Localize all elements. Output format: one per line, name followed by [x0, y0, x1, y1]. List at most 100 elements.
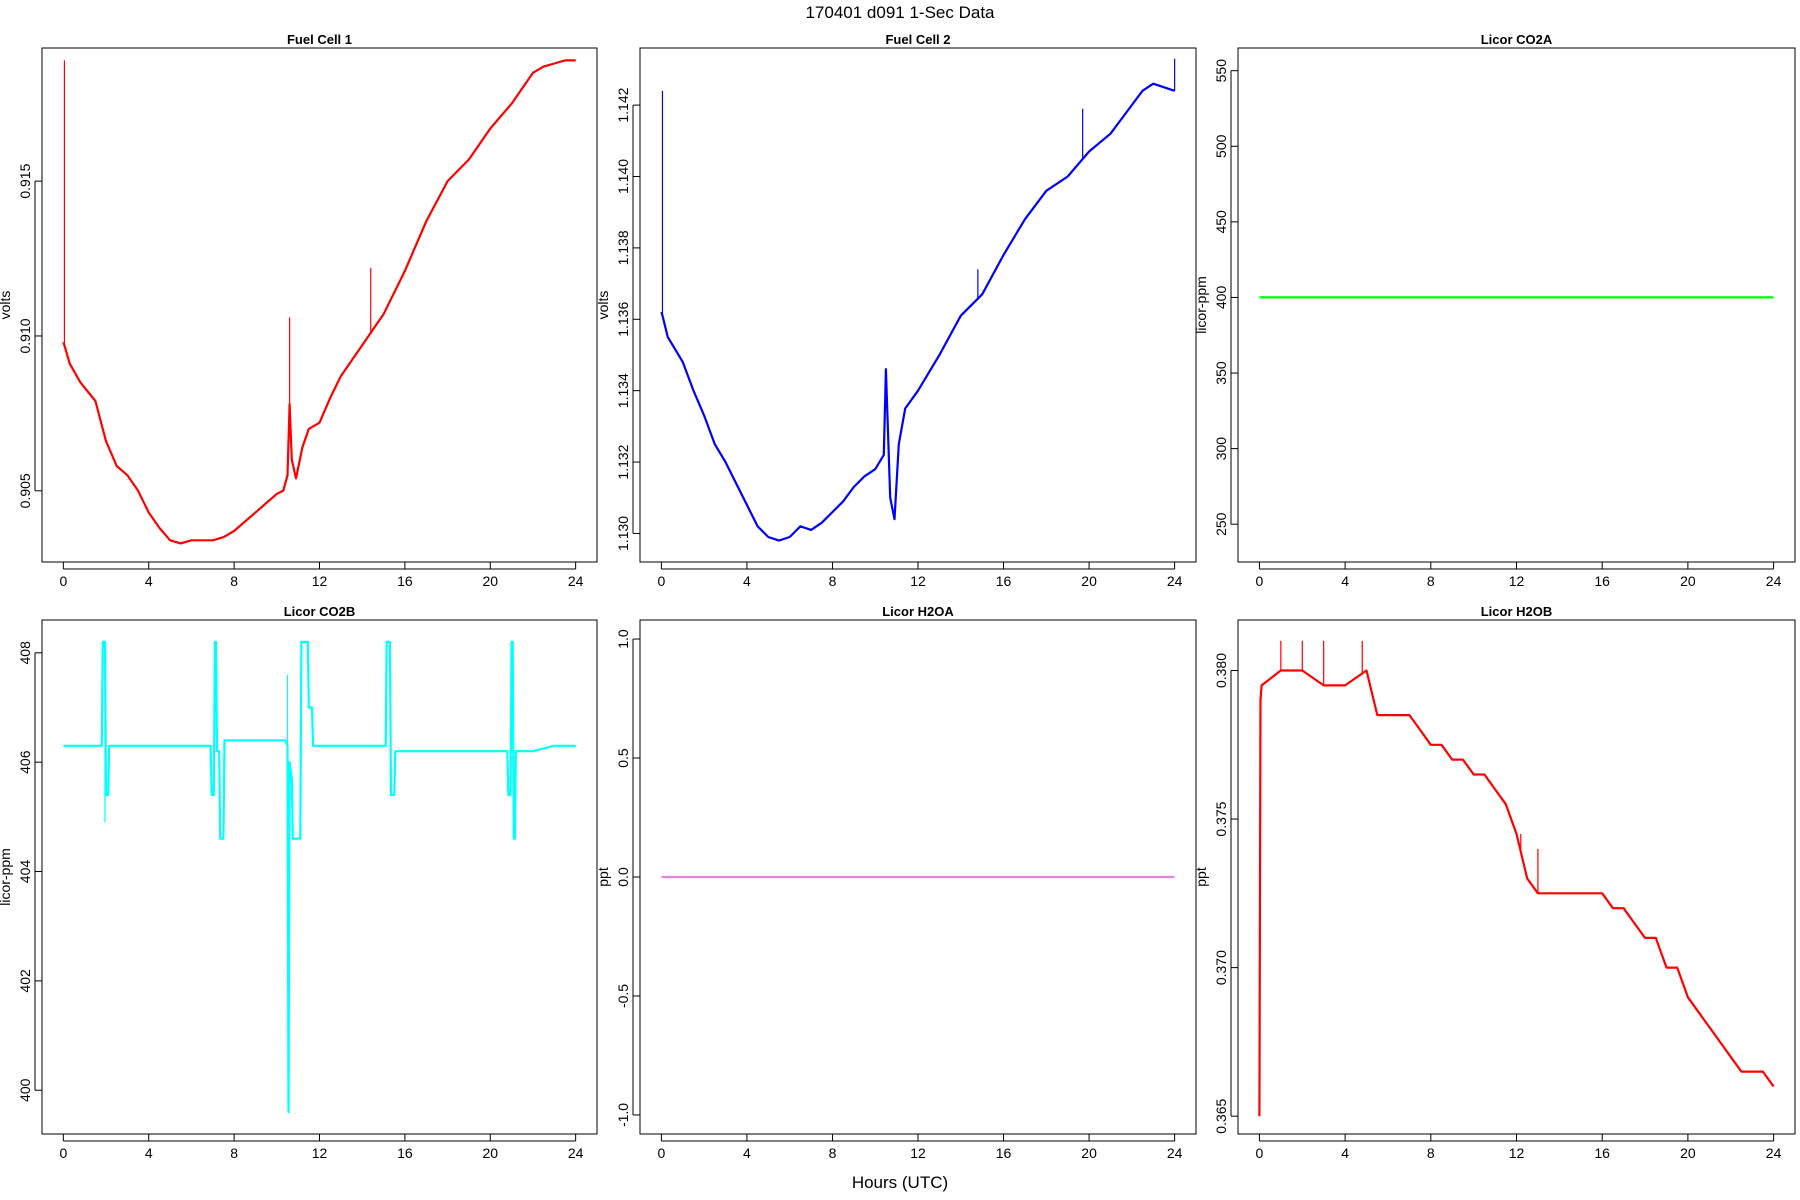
y-tick-label: 402: [17, 969, 33, 993]
x-tick-label: 16: [1594, 1145, 1610, 1161]
panel-title: Licor H2OB: [1481, 604, 1553, 619]
chart-panel-5: Licor H2OA 0 4 8 12 16 20 24 -1.0 -0.5 0.0 0.5 1.0 pp…: [595, 604, 1197, 1161]
x-tick-label: 16: [397, 1145, 413, 1161]
y-tick-label: 400: [1213, 286, 1229, 310]
x-tick-label: 4: [743, 1145, 751, 1161]
x-tick-label: 20: [1081, 1145, 1097, 1161]
series-line-1: [1258, 669, 1775, 1117]
y-tick-label: 1.132: [615, 444, 631, 479]
y-tick-label: 0.915: [17, 163, 33, 198]
y-tick-label: 1.136: [615, 302, 631, 337]
chart-panel-2: Fuel Cell 2 0 4 8 12 16 20 24 1.130 1.132 1.134 1.1…: [595, 32, 1197, 589]
y-tick-label: 408: [17, 641, 33, 665]
series-line-1: [63, 640, 576, 1114]
y-tick-label: 404: [17, 860, 33, 884]
x-tick-label: 24: [1766, 1145, 1782, 1161]
x-tick-label: 12: [312, 573, 328, 589]
y-tick-label: 350: [1213, 361, 1229, 385]
x-tick-label: 24: [1766, 573, 1782, 589]
x-tick-label: 16: [996, 573, 1012, 589]
x-tick-label: 20: [1680, 573, 1696, 589]
y-tick-label: 0.0: [615, 867, 631, 887]
x-tick-label: 8: [1427, 573, 1435, 589]
x-tick-label: 0: [1256, 573, 1264, 589]
y-tick-label: 500: [1213, 134, 1229, 158]
y-tick-label: 0.905: [17, 473, 33, 508]
panel-title: Licor H2OA: [882, 604, 954, 619]
chart-panel-3: Licor CO2A 0 4 8 12 16 20 24 250 300 350 400 450 500 5…: [1193, 32, 1796, 589]
y-tick-label: -0.5: [615, 984, 631, 1008]
x-tick-label: 16: [1594, 573, 1610, 589]
x-tick-label: 0: [657, 1145, 665, 1161]
figure-title: 170401 d091 1-Sec Data: [805, 3, 995, 22]
y-tick-label: -1.0: [615, 1103, 631, 1127]
x-tick-label: 12: [910, 573, 926, 589]
y-tick-label: 0.365: [1213, 1098, 1229, 1133]
plot-frame: [1237, 619, 1796, 1135]
y-tick-label: 300: [1213, 437, 1229, 461]
x-tick-label: 16: [397, 573, 413, 589]
x-tick-label: 8: [829, 1145, 837, 1161]
x-tick-label: 8: [230, 1145, 238, 1161]
x-tick-label: 0: [59, 573, 67, 589]
x-tick-label: 24: [1167, 1145, 1183, 1161]
x-tick-label: 0: [1256, 1145, 1264, 1161]
series-line-1: [660, 82, 1175, 542]
x-tick-label: 4: [1341, 573, 1349, 589]
y-tick-label: 1.134: [615, 373, 631, 408]
y-tick-label: 1.130: [615, 516, 631, 551]
y-tick-label: 1.140: [615, 159, 631, 194]
y-tick-label: 0.910: [17, 318, 33, 353]
x-tick-label: 24: [1167, 573, 1183, 589]
y-axis-label: ppt: [595, 867, 611, 887]
x-tick-label: 12: [312, 1145, 328, 1161]
chart-panel-6: Licor H2OB 0 4 8 12 16 20 24 0.365 0.370 0.375 0.38…: [1193, 604, 1796, 1161]
y-tick-label: 0.370: [1213, 950, 1229, 985]
y-tick-label: 406: [17, 750, 33, 774]
panel-title: Fuel Cell 2: [885, 32, 950, 47]
panel-title: Fuel Cell 1: [287, 32, 352, 47]
y-axis-label: ppt: [1193, 867, 1209, 887]
x-tick-label: 8: [829, 573, 837, 589]
x-tick-label: 20: [482, 573, 498, 589]
x-tick-label: 0: [59, 1145, 67, 1161]
figure-x-axis-label: Hours (UTC): [852, 1173, 948, 1192]
x-tick-label: 0: [657, 573, 665, 589]
x-tick-label: 4: [145, 573, 153, 589]
y-axis-label: licor-ppm: [0, 848, 13, 906]
x-tick-label: 12: [1509, 1145, 1525, 1161]
chart-panel-4: Licor CO2B 0 4 8 12 16 20 24 400 402 404 406 408 lico…: [0, 604, 598, 1161]
x-tick-label: 20: [1680, 1145, 1696, 1161]
x-tick-label: 8: [230, 573, 238, 589]
x-tick-label: 20: [482, 1145, 498, 1161]
x-tick-label: 24: [568, 1145, 584, 1161]
y-tick-label: 1.0: [615, 629, 631, 649]
y-axis-label: volts: [0, 291, 13, 320]
x-tick-label: 8: [1427, 1145, 1435, 1161]
y-tick-label: 400: [17, 1078, 33, 1102]
x-tick-label: 24: [568, 573, 584, 589]
y-axis-label: licor-ppm: [1193, 276, 1209, 334]
y-tick-label: 0.380: [1213, 653, 1229, 688]
y-axis-label: volts: [595, 291, 611, 320]
x-tick-label: 16: [996, 1145, 1012, 1161]
plot-frame: [1237, 47, 1796, 563]
x-tick-label: 20: [1081, 573, 1097, 589]
panels-group: Fuel Cell 1 0 4 8 12 16 20 24 0.905 0.910 0.915 vol…: [0, 32, 1796, 1161]
y-tick-label: 250: [1213, 512, 1229, 536]
x-tick-label: 12: [1509, 573, 1525, 589]
x-tick-label: 4: [743, 573, 751, 589]
y-tick-label: 0.375: [1213, 801, 1229, 836]
x-tick-label: 4: [1341, 1145, 1349, 1161]
series-line-1: [62, 59, 576, 545]
y-tick-label: 450: [1213, 210, 1229, 234]
panel-title: Licor CO2A: [1481, 32, 1553, 47]
y-tick-label: 550: [1213, 59, 1229, 83]
x-tick-label: 4: [145, 1145, 153, 1161]
chart-panel-1: Fuel Cell 1 0 4 8 12 16 20 24 0.905 0.910 0.915 vol…: [0, 32, 598, 589]
plot-frame: [41, 47, 598, 563]
x-tick-label: 12: [910, 1145, 926, 1161]
plot-frame: [639, 47, 1197, 563]
y-tick-label: 1.138: [615, 230, 631, 265]
